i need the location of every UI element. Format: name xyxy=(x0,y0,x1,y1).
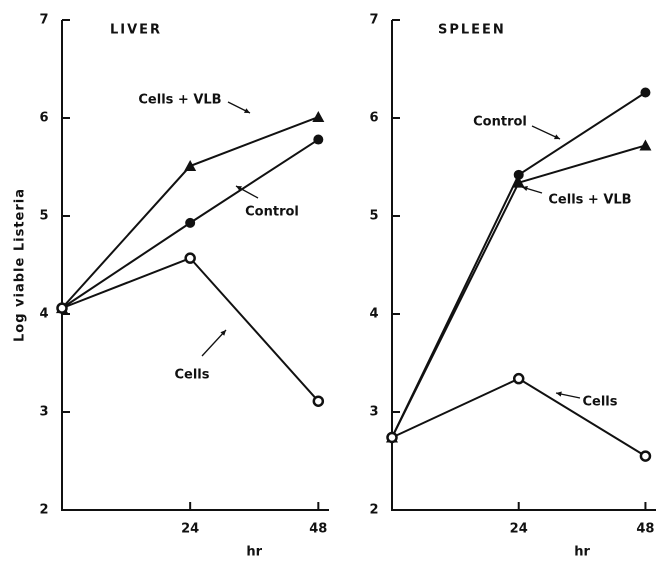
series-label: Cells xyxy=(582,395,617,410)
arrow-head xyxy=(220,330,226,336)
marker xyxy=(513,169,524,180)
marker xyxy=(184,252,196,264)
marker xyxy=(56,302,68,314)
arrow-head xyxy=(556,391,562,397)
series-label: Cells xyxy=(174,368,209,383)
series-label: Control xyxy=(473,115,527,130)
y-tick-label: 5 xyxy=(39,209,48,224)
marker xyxy=(512,176,525,188)
panel-title: LIVER xyxy=(110,23,162,38)
marker xyxy=(185,217,196,228)
y-tick-label: 3 xyxy=(39,405,48,420)
y-tick-label: 3 xyxy=(369,405,378,420)
arrow-head xyxy=(236,186,242,191)
panel-title: SPLEEN xyxy=(438,23,506,38)
marker xyxy=(640,87,651,98)
y-tick-label: 6 xyxy=(369,111,378,126)
marker xyxy=(312,395,325,407)
y-tick-label: 4 xyxy=(369,307,378,322)
y-tick-label: 2 xyxy=(39,503,48,518)
marker xyxy=(386,431,398,444)
x-tick-label: 48 xyxy=(309,522,327,537)
marker xyxy=(312,111,325,123)
y-tick-label: 7 xyxy=(369,13,378,28)
arrow-shaft xyxy=(201,329,227,357)
series-label: Control xyxy=(245,205,299,220)
y-tick-label: 2 xyxy=(369,503,378,518)
x-tick-label: 24 xyxy=(181,522,199,537)
arrow-head xyxy=(554,134,560,140)
y-tick-label: 4 xyxy=(39,307,48,322)
x-tick-label: 48 xyxy=(636,522,654,537)
marker xyxy=(639,139,652,151)
marker xyxy=(184,160,197,172)
series-label: Cells + VLB xyxy=(548,193,631,208)
x-axis-label: hr xyxy=(246,545,262,560)
series-line xyxy=(391,91,646,438)
series-label: Cells + VLB xyxy=(138,93,221,108)
y-tick-label: 5 xyxy=(369,209,378,224)
marker xyxy=(313,134,324,145)
axes xyxy=(391,20,656,511)
x-tick-label: 24 xyxy=(510,522,528,537)
y-tick-label: 7 xyxy=(39,13,48,28)
x-axis-label: hr xyxy=(574,545,590,560)
arrow-head xyxy=(522,186,528,192)
marker xyxy=(512,372,525,385)
marker xyxy=(639,450,652,462)
y-tick-label: 6 xyxy=(39,111,48,126)
series-line xyxy=(391,377,646,457)
y-axis-label: Log viable Listeria xyxy=(13,188,28,342)
arrow-head xyxy=(244,108,250,113)
